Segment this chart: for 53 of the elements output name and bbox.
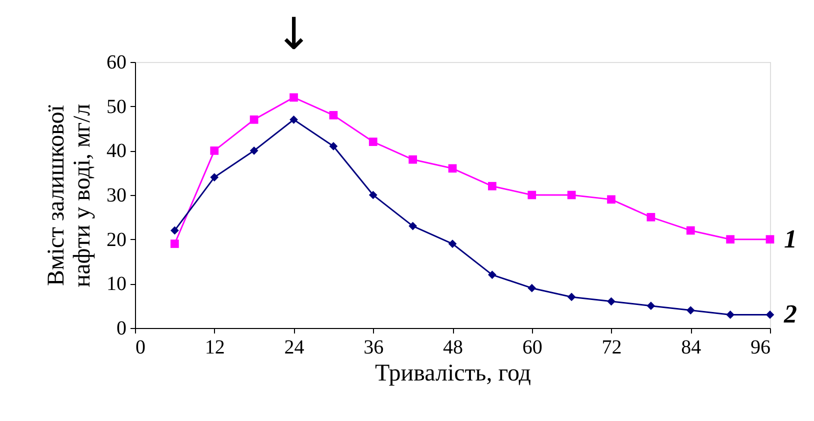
point: [686, 306, 695, 314]
y-tick-label: 10: [106, 273, 126, 296]
point: [567, 190, 576, 200]
y-tick-label: 40: [106, 140, 126, 162]
point: [408, 222, 417, 230]
x-tick-label: 48: [443, 336, 463, 358]
series-label: 2: [783, 300, 797, 329]
x-tick-label: 36: [364, 336, 384, 358]
point: [250, 146, 258, 155]
y-tick-label: 20: [106, 228, 126, 251]
point: [448, 164, 457, 173]
point: [290, 115, 298, 124]
x-tick-label: 24: [284, 336, 304, 358]
point: [290, 93, 298, 102]
point: [488, 270, 496, 279]
point: [448, 240, 457, 248]
point: [607, 195, 616, 204]
point: [528, 284, 536, 292]
point: [607, 297, 616, 306]
y-axis-title: Вміст залишкової нафти у воді, мг/л: [44, 104, 96, 288]
point: [528, 190, 536, 200]
point: [329, 142, 338, 150]
point: [250, 115, 258, 124]
point: [488, 182, 496, 190]
x-tick-label: 12: [204, 336, 225, 358]
point: [170, 226, 179, 235]
point: [210, 146, 219, 155]
point: [726, 235, 734, 244]
x-tick-label: 72: [602, 336, 622, 358]
point: [766, 235, 774, 244]
point: [170, 240, 179, 248]
y-tick-label: 60: [106, 52, 126, 74]
point: [686, 226, 695, 235]
x-tick-label: 84: [681, 336, 702, 358]
series-label: 1: [784, 224, 797, 254]
point: [368, 138, 378, 146]
x-tick-label: 0: [136, 336, 146, 358]
y-tick-label: 30: [106, 184, 126, 206]
point: [408, 155, 417, 164]
x-tick-label: 96: [750, 336, 770, 358]
x-axis-title: Тривалість, год: [375, 360, 531, 386]
point: [726, 310, 734, 319]
x-tick-label: 60: [522, 336, 542, 358]
point: [766, 310, 774, 319]
point: [368, 190, 378, 200]
point: [329, 111, 338, 120]
point: [210, 173, 219, 182]
text: ↓: [275, 9, 312, 60]
y-tick-label: 0: [116, 318, 126, 340]
y-tick-label: 50: [106, 96, 126, 118]
point: [646, 302, 656, 310]
point: [646, 212, 656, 222]
point: [567, 292, 576, 302]
